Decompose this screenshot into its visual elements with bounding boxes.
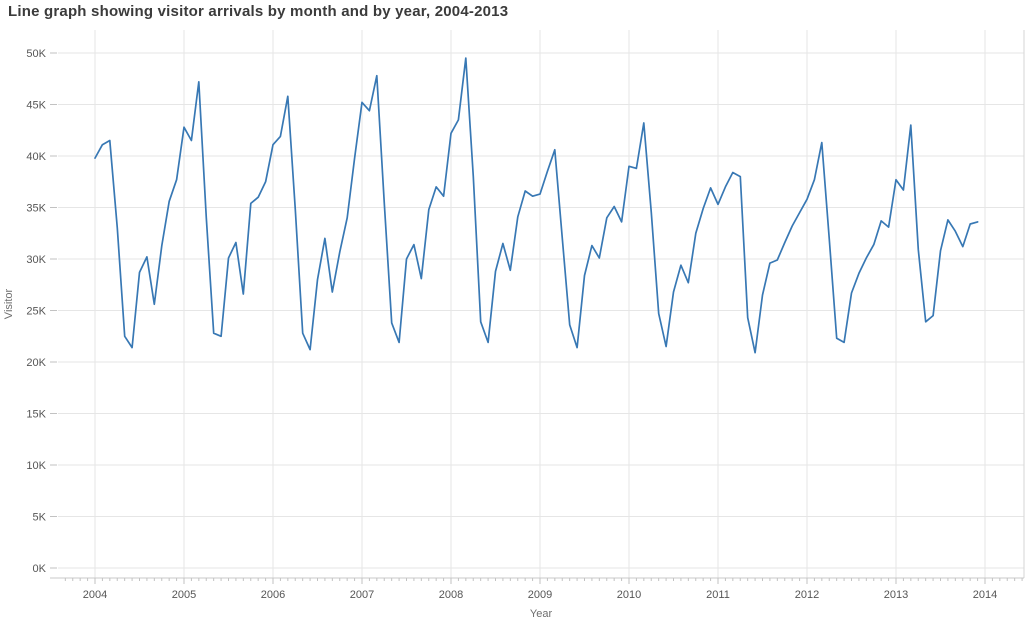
x-tick-label: 2014: [973, 589, 997, 601]
y-tick-label: 0K: [33, 563, 47, 575]
y-tick-label: 40K: [26, 151, 46, 163]
y-tick-label: 50K: [26, 48, 46, 60]
y-tick-label: 10K: [26, 460, 46, 472]
y-tick-label: 25K: [26, 306, 46, 318]
x-tick-label: 2006: [261, 589, 285, 601]
yaxis-title: Visitor: [3, 288, 15, 319]
x-tick-label: 2012: [795, 589, 819, 601]
y-tick-label: 45K: [26, 100, 46, 112]
x-tick-label: 2004: [83, 589, 107, 601]
x-tick-label: 2013: [884, 589, 908, 601]
y-tick-label: 30K: [26, 254, 46, 266]
x-tick-label: 2008: [439, 589, 463, 601]
x-tick-label: 2005: [172, 589, 196, 601]
y-tick-label: 35K: [26, 203, 46, 215]
chart-title: Line graph showing visitor arrivals by m…: [8, 3, 509, 20]
xaxis-title: Year: [530, 608, 553, 620]
x-tick-label: 2007: [350, 589, 374, 601]
x-tick-label: 2010: [617, 589, 641, 601]
x-tick-label: 2011: [706, 589, 730, 601]
y-tick-label: 20K: [26, 357, 46, 369]
x-tick-label: 2009: [528, 589, 552, 601]
series-line[interactable]: [94, 57, 979, 354]
y-tick-label: 5K: [33, 512, 47, 524]
y-tick-label: 15K: [26, 409, 46, 421]
